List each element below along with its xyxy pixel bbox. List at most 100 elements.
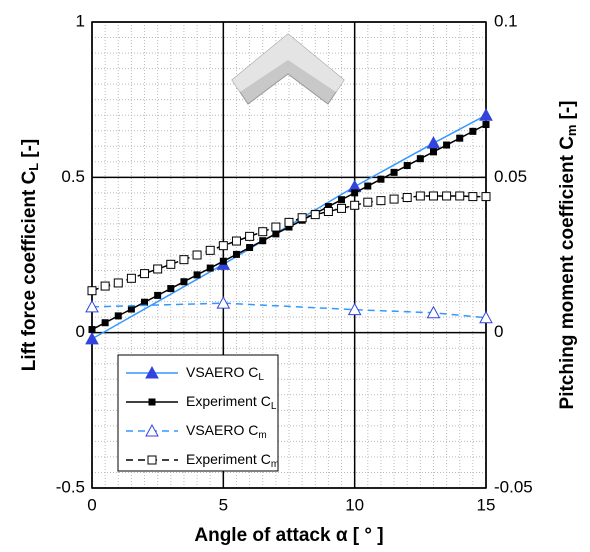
marker <box>145 365 159 379</box>
legend-text: Experiment C <box>186 393 271 409</box>
marker <box>85 299 99 313</box>
series-line <box>91 195 486 292</box>
y2-tick-label: 0 <box>494 322 503 341</box>
marker <box>258 227 268 237</box>
marker <box>350 200 360 210</box>
series <box>88 121 490 334</box>
marker <box>347 302 362 316</box>
series <box>85 296 493 324</box>
y2-tick-label: -0.05 <box>494 477 533 496</box>
marker <box>205 245 215 255</box>
marker <box>88 326 96 334</box>
marker <box>351 189 359 197</box>
marker <box>127 305 135 313</box>
marker <box>426 136 441 149</box>
marker <box>481 192 491 202</box>
marker <box>416 155 424 163</box>
marker <box>85 331 99 345</box>
x-tick-label: 0 <box>87 495 96 514</box>
plot-frame <box>91 21 487 489</box>
marker <box>271 222 281 232</box>
marker <box>479 310 493 324</box>
marker <box>245 231 255 241</box>
y2-axis-label-text: Pitching moment coefficient C <box>557 136 578 410</box>
legend-text: Experiment C <box>186 451 271 467</box>
x-tick-label: 5 <box>219 495 228 514</box>
series <box>87 191 491 296</box>
marker <box>114 312 122 320</box>
marker <box>337 203 347 213</box>
marker <box>100 281 110 291</box>
legend-sub: m <box>271 459 279 470</box>
marker <box>284 217 294 227</box>
marker <box>403 162 411 170</box>
marker <box>166 259 176 269</box>
x-tick-label: 15 <box>477 495 496 514</box>
marker <box>148 398 156 406</box>
y-axis-label-sub: L <box>26 163 41 171</box>
marker <box>338 196 346 204</box>
marker <box>216 296 231 309</box>
plot-area <box>91 21 487 489</box>
legend-label: Experiment CL <box>186 393 277 412</box>
marker <box>429 148 437 156</box>
marker <box>167 285 175 293</box>
marker <box>443 141 451 149</box>
marker <box>101 319 109 327</box>
y2-axis-label-sub: m <box>564 125 579 137</box>
y2-axis-label: Pitching moment coefficient Cm [-] <box>557 101 579 410</box>
marker <box>154 291 162 299</box>
marker <box>426 305 441 319</box>
y-tick-label: 0.5 <box>61 167 85 186</box>
wing-image <box>231 33 345 105</box>
marker <box>179 255 189 265</box>
marker <box>442 191 452 201</box>
legend-box <box>117 354 279 472</box>
marker <box>376 196 386 206</box>
y-axis-label-text: Lift force coefficient C <box>19 170 40 371</box>
marker <box>141 298 149 306</box>
y-tick-label: 0 <box>76 322 85 341</box>
y2-tick-label: 0.1 <box>494 11 518 30</box>
marker <box>87 286 97 296</box>
marker <box>456 134 464 142</box>
y-tick-label: -0.5 <box>56 477 85 496</box>
marker <box>469 127 477 135</box>
legend-sub: m <box>258 430 266 441</box>
x-tick-label: 10 <box>345 495 364 514</box>
marker <box>455 191 465 201</box>
marker <box>218 241 228 251</box>
marker <box>389 194 399 204</box>
marker <box>219 257 227 265</box>
marker <box>153 264 163 274</box>
y2-tick-label: 0.05 <box>494 167 527 186</box>
series <box>85 108 493 345</box>
marker <box>310 210 320 220</box>
marker <box>259 237 267 245</box>
y-axis-label: Lift force coefficient CL [-] <box>19 139 41 372</box>
marker <box>147 455 157 465</box>
marker <box>415 191 425 201</box>
marker <box>297 213 307 223</box>
marker <box>140 269 150 279</box>
marker <box>468 192 478 202</box>
legend-text: VSAERO C <box>186 364 258 380</box>
marker <box>246 244 254 252</box>
marker <box>126 273 136 283</box>
marker <box>428 191 438 201</box>
marker <box>402 193 412 203</box>
legend-label: Experiment Cm <box>186 451 279 470</box>
marker <box>180 278 188 286</box>
marker <box>377 175 385 183</box>
marker <box>272 230 280 238</box>
marker <box>232 250 240 258</box>
legend-sub: L <box>271 401 277 412</box>
marker <box>113 278 123 288</box>
legend-sub: L <box>258 372 264 383</box>
marker <box>323 207 333 217</box>
marker <box>145 423 159 437</box>
marker <box>206 264 214 272</box>
marker <box>390 168 398 176</box>
